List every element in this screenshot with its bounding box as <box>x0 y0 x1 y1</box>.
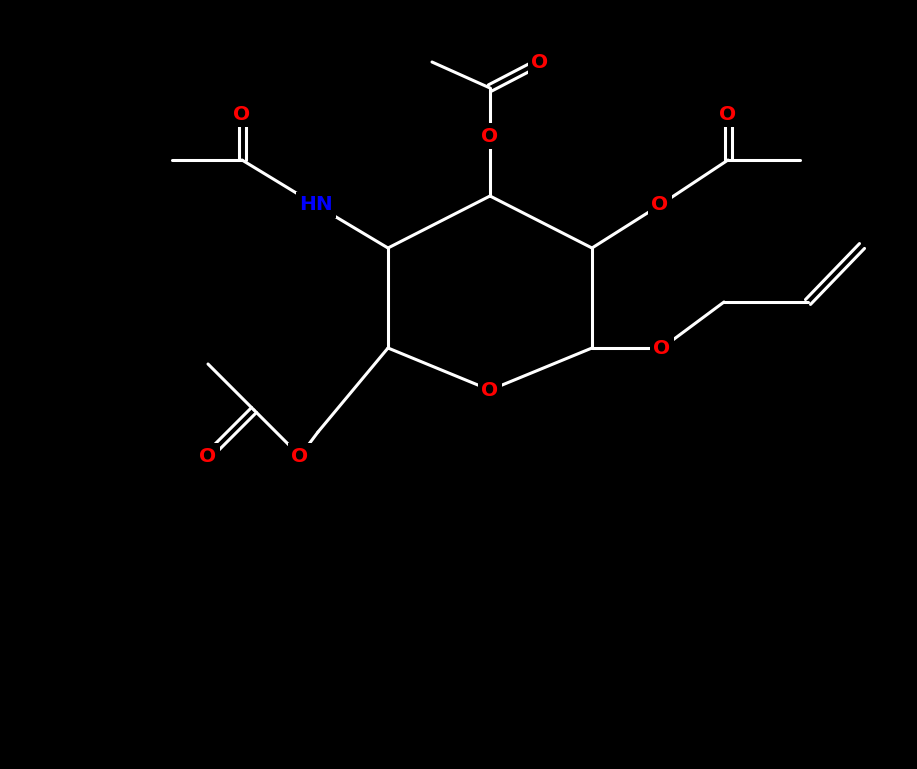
Text: O: O <box>651 195 668 215</box>
Text: O: O <box>481 381 499 400</box>
Text: O: O <box>234 105 250 124</box>
Text: O: O <box>199 447 216 465</box>
Text: O: O <box>292 447 308 465</box>
Text: O: O <box>654 338 670 358</box>
Text: O: O <box>481 126 499 145</box>
Text: O: O <box>720 105 736 124</box>
Text: O: O <box>532 52 548 72</box>
Text: HN: HN <box>299 195 333 215</box>
